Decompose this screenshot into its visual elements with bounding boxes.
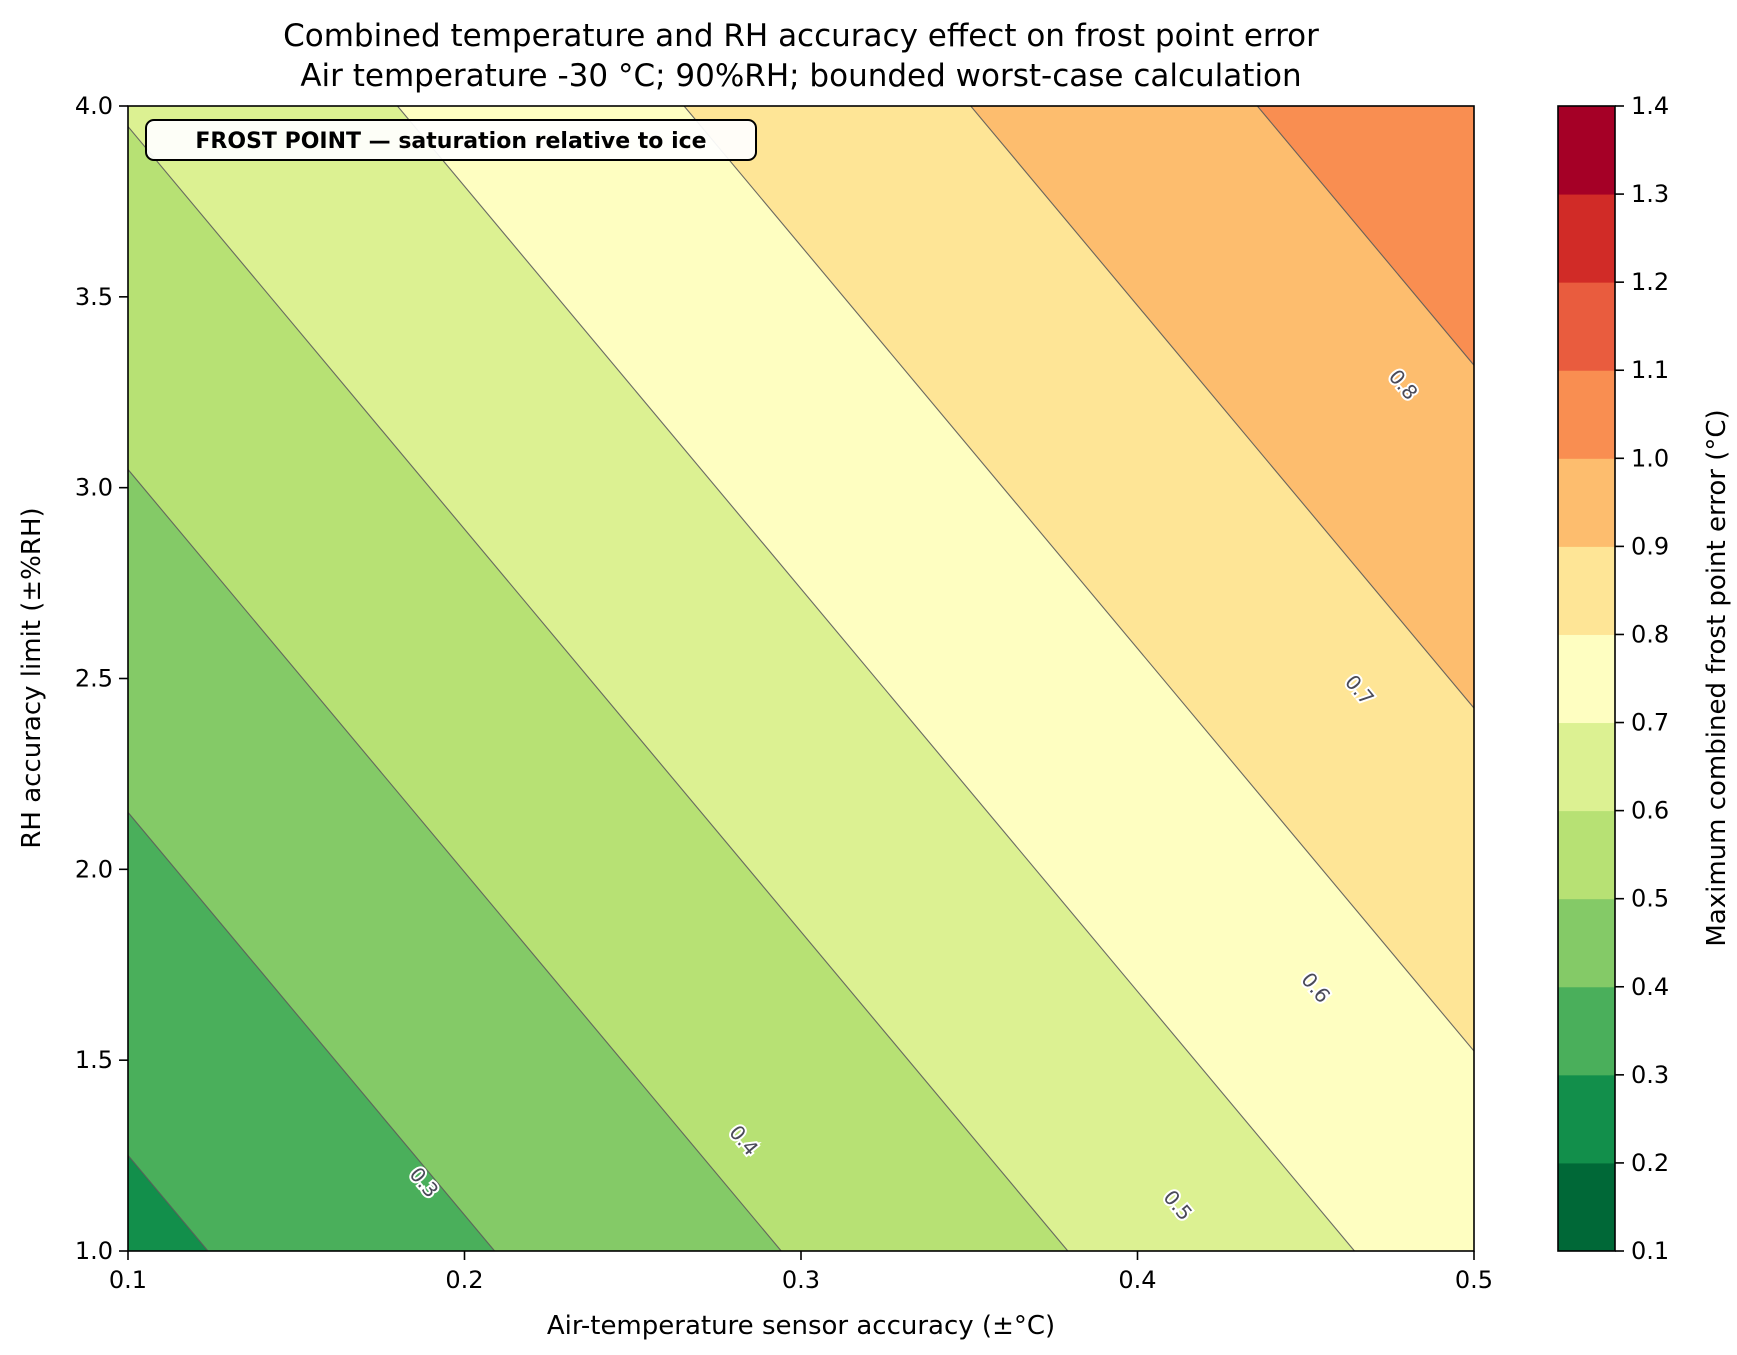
colorbar-segment-0.5 xyxy=(1558,810,1615,900)
colorbar-segment-0.4 xyxy=(1558,898,1615,988)
colorbar-label: Maximum combined frost point error (°C) xyxy=(1702,409,1732,946)
x-tick-label: 0.4 xyxy=(1118,1266,1156,1294)
contour-bands xyxy=(128,106,1474,1251)
contour-line-0.8 xyxy=(683,106,1474,1052)
x-tick-label: 0.3 xyxy=(782,1266,820,1294)
y-tick-label: 2.5 xyxy=(75,665,113,693)
contour-lines xyxy=(128,106,1474,1251)
colorbar-segment-0.2 xyxy=(1558,1074,1615,1164)
colorbar-segment-0.1 xyxy=(1558,1162,1615,1252)
colorbar-segment-1 xyxy=(1558,370,1615,459)
chart-title-line-2: Air temperature -30 °C; 90%RH; bounded w… xyxy=(300,58,1301,94)
annotation-box: FROST POINT — saturation relative to ice xyxy=(145,119,757,161)
y-tick-label: 3.5 xyxy=(75,283,113,311)
contour-line-1 xyxy=(1256,106,1474,366)
colorbar-segment-0.3 xyxy=(1558,986,1615,1076)
colorbar-tick-label: 0.9 xyxy=(1631,532,1669,560)
x-tick-label: 0.1 xyxy=(109,1266,147,1294)
contour-line-0.5 xyxy=(128,469,782,1251)
y-tick-label: 2.0 xyxy=(75,855,113,883)
chart-title-line-1: Combined temperature and RH accuracy eff… xyxy=(283,18,1319,54)
y-axis: 1.0 1.5 2.0 2.5 3.0 3.5 4.0 xyxy=(75,92,128,1265)
colorbar-segment-0.6 xyxy=(1558,722,1615,812)
colorbar-segment-1.3 xyxy=(1558,106,1615,195)
colorbar: 0.1 0.2 0.3 0.4 0.5 0.6 0.7 0.8 0.9 1.0 1.1 1.2 1.3 1… xyxy=(1557,92,1669,1265)
colorbar-tick-label: 1.1 xyxy=(1631,356,1669,384)
y-tick-label: 3.0 xyxy=(75,474,113,502)
x-tick-label: 0.2 xyxy=(445,1266,483,1294)
colorbar-tick-label: 0.6 xyxy=(1631,797,1669,825)
colorbar-segment-1.1 xyxy=(1558,282,1615,371)
contour-line-0.3 xyxy=(128,1154,209,1251)
annotation-text: FROST POINT — saturation relative to ice xyxy=(195,129,706,154)
contour-line-0.7 xyxy=(397,106,1355,1251)
y-axis-label: RH accuracy limit (±%RH) xyxy=(17,507,47,848)
colorbar-tick-label: 0.8 xyxy=(1631,620,1669,648)
x-tick-label: 0.5 xyxy=(1455,1266,1493,1294)
colorbar-tick-label: 0.2 xyxy=(1631,1149,1669,1177)
colorbar-tick-label: 0.7 xyxy=(1631,709,1669,737)
y-tick-label: 1.0 xyxy=(75,1237,113,1265)
colorbar-frame xyxy=(1557,105,1616,1252)
contour-line-0.4 xyxy=(128,812,496,1251)
colorbar-segment-0.9 xyxy=(1558,458,1615,547)
colorbar-segment-0.8 xyxy=(1558,546,1615,635)
colorbar-tick-label: 0.1 xyxy=(1631,1237,1669,1265)
colorbar-tick-label: 0.5 xyxy=(1631,885,1669,913)
y-tick-label: 4.0 xyxy=(75,92,113,120)
colorbar-tick-label: 1.0 xyxy=(1631,444,1669,472)
colorbar-segment-1.2 xyxy=(1558,194,1615,283)
colorbar-tick-label: 1.3 xyxy=(1631,180,1669,208)
contour-line-0.9 xyxy=(970,106,1474,709)
colorbar-segment-0.7 xyxy=(1558,634,1615,724)
x-axis: 0.1 0.2 0.3 0.4 0.5 xyxy=(109,1251,1493,1294)
colorbar-tick-label: 0.3 xyxy=(1631,1061,1669,1089)
colorbar-tick-label: 1.2 xyxy=(1631,268,1669,296)
colorbar-tick-label: 0.4 xyxy=(1631,973,1669,1001)
y-tick-label: 1.5 xyxy=(75,1046,113,1074)
colorbar-tick-label: 1.4 xyxy=(1631,92,1669,120)
x-axis-label: Air-temperature sensor accuracy (±°C) xyxy=(547,1311,1055,1341)
contour-line-0.6 xyxy=(128,126,1069,1251)
